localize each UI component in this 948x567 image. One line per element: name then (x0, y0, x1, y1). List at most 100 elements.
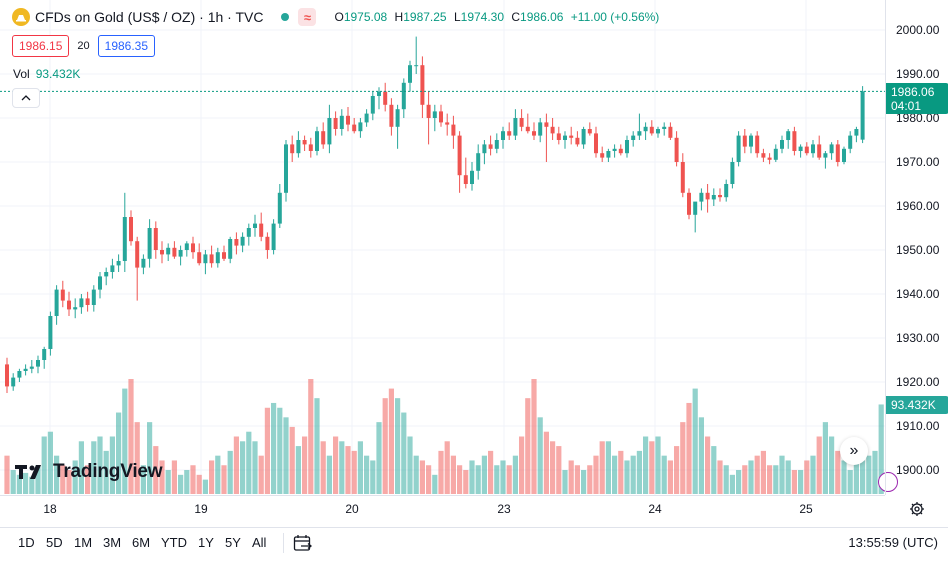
candlestick-chart[interactable] (0, 0, 885, 495)
volume-bar (736, 470, 742, 494)
candle-body (730, 162, 735, 184)
candle (563, 131, 567, 149)
volume-bar (252, 441, 258, 494)
candle (730, 157, 735, 189)
candle (110, 258, 115, 279)
volume-bar (450, 455, 456, 494)
candle-body (451, 124, 456, 136)
buy-price-button[interactable]: 1986.35 (97, 35, 156, 57)
close-label: C (511, 10, 521, 24)
candle (408, 60, 412, 92)
current-price-label[interactable]: 1986.06 04:01 (886, 83, 948, 114)
range-button-5y[interactable]: 5Y (225, 535, 241, 550)
candle-body (470, 170, 474, 184)
volume-bar (829, 436, 835, 494)
volume-bar (320, 441, 326, 494)
volume-bar (333, 436, 339, 494)
volume-bar (122, 388, 128, 494)
chart-legend: CFDs on Gold (US$ / OZ) · 1h · TVC ≈ O19… (12, 8, 659, 26)
candle (277, 184, 282, 228)
candle (135, 236, 140, 301)
candle (11, 373, 16, 391)
utc-clock[interactable]: 13:55:59 (UTC) (848, 535, 938, 550)
ohlc-values: O1975.08 H1987.25 L1974.30 C1986.06 +11.… (334, 10, 659, 24)
gold-symbol-icon[interactable] (12, 8, 30, 26)
candle (85, 291, 90, 312)
candle (829, 142, 834, 160)
volume-bar (581, 470, 587, 494)
candle (228, 236, 233, 264)
collapse-legend-button[interactable] (12, 88, 40, 108)
candle (420, 56, 425, 118)
volume-bar (779, 455, 785, 494)
candle-body (135, 241, 140, 268)
volume-bar (289, 426, 295, 494)
candle (587, 122, 592, 136)
time-tick: 19 (194, 502, 208, 516)
range-button-6m[interactable]: 6M (132, 535, 151, 550)
range-button-all[interactable]: All (252, 535, 267, 550)
scroll-to-realtime-button[interactable]: » (840, 437, 868, 465)
candle-body (321, 131, 326, 145)
candle-body (209, 254, 214, 264)
volume-bar (785, 460, 791, 494)
candle (643, 122, 648, 140)
wave-icon[interactable]: ≈ (298, 8, 317, 26)
chart-settings-button[interactable] (908, 500, 926, 518)
volume-bar (401, 412, 407, 494)
volume-bar (798, 470, 804, 494)
candle-body (786, 131, 791, 140)
volume-bar (841, 460, 847, 494)
close-value: 1986.06 (520, 10, 564, 24)
volume-bar (773, 465, 779, 494)
candle (823, 151, 828, 169)
price-tick: 1940.00 (896, 287, 940, 301)
candle-body (98, 276, 102, 290)
volume-bar (271, 402, 277, 494)
candle (191, 236, 195, 259)
range-button-1y[interactable]: 1Y (198, 535, 214, 550)
candle (290, 135, 295, 162)
range-button-1d[interactable]: 1D (18, 535, 35, 550)
go-to-date-button[interactable] (292, 533, 314, 553)
candle-body (246, 228, 251, 237)
alert-indicator-icon[interactable] (878, 472, 898, 492)
candle-body (662, 126, 667, 129)
price-axis[interactable]: 2000.00 1990.00 1980.00 1970.00 1960.00 … (885, 0, 948, 495)
candle-body (538, 122, 543, 136)
candle (494, 133, 499, 154)
time-axis[interactable]: 18 19 20 23 24 25 (0, 495, 885, 519)
candle (674, 131, 679, 167)
candle-body (569, 135, 574, 138)
volume-bar (382, 398, 388, 494)
candle-body (817, 144, 822, 158)
candle-body (271, 223, 276, 250)
candle-body (749, 135, 753, 147)
range-button-ytd[interactable]: YTD (161, 535, 187, 550)
volume-bar (754, 455, 760, 494)
candle-body (290, 144, 295, 154)
market-status[interactable]: ≈ (277, 8, 317, 26)
candle (104, 267, 109, 286)
candle-body (476, 153, 481, 171)
volume-legend[interactable]: Vol 93.432K (13, 67, 80, 81)
volume-bar (202, 479, 208, 494)
candle-body (5, 364, 9, 387)
candle (60, 280, 65, 308)
symbol-title[interactable]: CFDs on Gold (US$ / OZ) · 1h · TVC (35, 9, 264, 25)
candle-body (736, 135, 741, 162)
range-button-5d[interactable]: 5D (46, 535, 63, 550)
candle-body (693, 201, 698, 215)
range-button-1m[interactable]: 1M (74, 535, 93, 550)
candle-body (197, 252, 202, 264)
chart-plot-area[interactable]: CFDs on Gold (US$ / OZ) · 1h · TVC ≈ O19… (0, 0, 898, 495)
volume-bar (246, 431, 252, 494)
candle-body (234, 239, 239, 246)
volume-bar (314, 398, 320, 494)
candle-body (401, 82, 406, 110)
candle-body (532, 131, 536, 136)
range-button-3m[interactable]: 3M (103, 535, 122, 550)
sell-price-button[interactable]: 1986.15 (12, 35, 70, 57)
candle (370, 91, 375, 121)
volume-bar (97, 436, 103, 494)
